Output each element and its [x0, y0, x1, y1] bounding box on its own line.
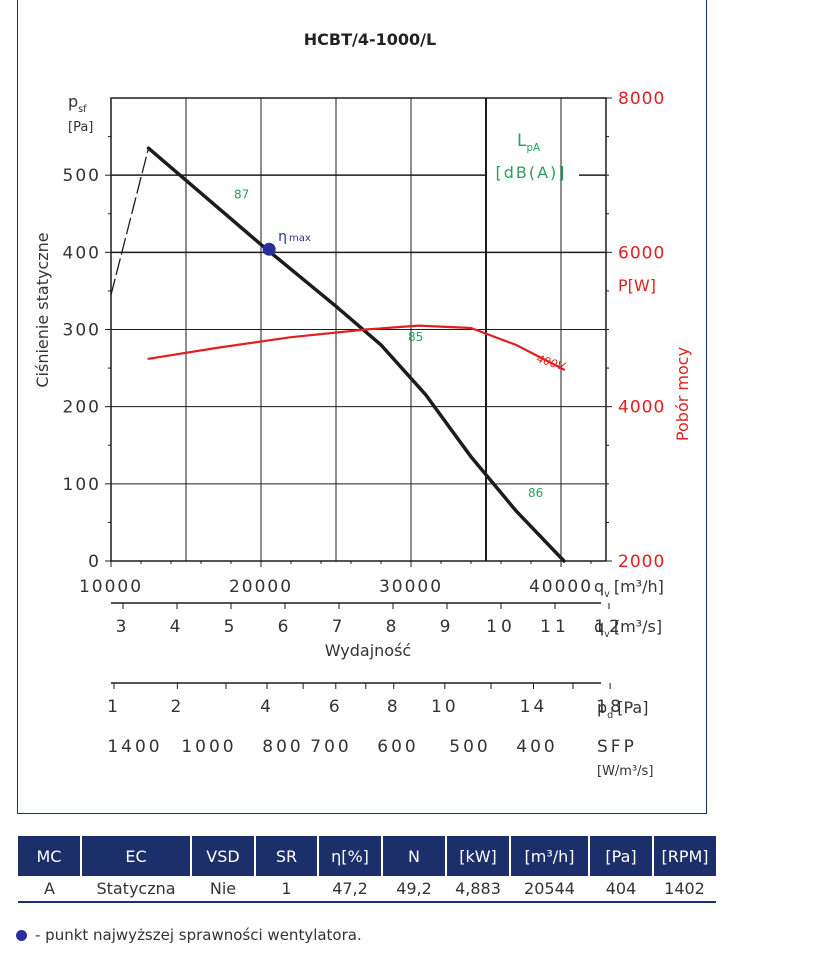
table-cell: A — [18, 876, 81, 903]
table-header-cell: MC — [18, 836, 82, 876]
axis-pd-label: 8 — [387, 697, 401, 717]
y2-tick-label: 4000 — [618, 398, 665, 418]
axis-ms-label: 5 — [224, 617, 239, 637]
power-curve — [147, 324, 566, 371]
y2-axis-title: Pobór mocy — [673, 347, 692, 441]
table-header-cell: N — [382, 836, 447, 876]
table-cell: 49,2 — [382, 876, 446, 903]
table-cell: 1402 — [653, 876, 716, 903]
axis-sfp-label: 1000 — [181, 737, 236, 757]
table-row: A Statyczna Nie 1 47,2 49,2 4,883 20544 404 1402 — [18, 876, 716, 903]
axis-ms-label: 9 — [440, 617, 455, 637]
axis-pd-label: 14 — [520, 697, 548, 717]
y-tick-label: 200 — [63, 398, 101, 418]
axis-sfp-label: 800 — [262, 737, 303, 757]
sound-level-label: 87 — [234, 187, 249, 201]
y-tick-label: 0 — [88, 552, 101, 572]
axes: 0 100 200 300 400 500 psf [Pa] Ciśnienie statycz… — [33, 89, 692, 779]
eta-max-label: η max — [278, 229, 311, 245]
stall-curve — [110, 147, 150, 296]
table-cell: 404 — [589, 876, 653, 903]
y-tick-label: 300 — [63, 321, 101, 341]
footnote: - punkt najwyższej sprawności wentylator… — [16, 926, 362, 944]
y2-tick-label: 8000 — [618, 89, 665, 109]
chart-frame: HCBT/4-1000/L 400V 87 85 86 η max 0 100 200 300 4… — [17, 0, 707, 814]
marks: 400V 87 85 86 η max — [110, 146, 568, 563]
eta-max-point — [262, 242, 276, 256]
y-axis-unit: [Pa] — [68, 120, 93, 135]
axis-sfp-label: 1400 — [107, 737, 162, 757]
axis-ms-label: 11 — [540, 617, 570, 637]
axis-ms-label: 12 — [594, 617, 624, 637]
x-tick-label: 10000 — [79, 577, 143, 597]
table-cell: 4,883 — [446, 876, 510, 903]
lpa-unit: [dB(A)] — [495, 163, 566, 182]
y2-tick-label: 6000 — [618, 243, 665, 263]
lpa-label: LpA — [517, 131, 540, 154]
sound-level-label: 86 — [528, 486, 543, 500]
axis-pd-label: 18 — [596, 697, 624, 717]
table-cell: 47,2 — [318, 876, 382, 903]
table-header-cell: η[%] — [318, 836, 383, 876]
y2-tick-label: 2000 — [618, 552, 665, 572]
x-axis-unit: qv [m³/h] — [594, 577, 664, 600]
table-header-cell: VSD — [191, 836, 256, 876]
table-header-cell: SR — [255, 836, 319, 876]
grid — [110, 97, 607, 562]
axis-pd-label: 6 — [329, 697, 343, 717]
axis-sfp-label: 500 — [449, 737, 490, 757]
axis-pd-label: 4 — [260, 697, 274, 717]
axis-pd-label: 10 — [431, 697, 459, 717]
axis-ms-label: 3 — [116, 617, 131, 637]
axis-pd-label: 1 — [107, 697, 121, 717]
axis-sfp-label: 600 — [377, 737, 418, 757]
axis-ms-label: 10 — [486, 617, 516, 637]
axis-ms-label: 6 — [278, 617, 293, 637]
x-tick-label: 20000 — [229, 577, 293, 597]
table-header-cell: [kW] — [446, 836, 511, 876]
axis-sfp-label: 400 — [516, 737, 557, 757]
power-series-label: 400V — [535, 352, 568, 374]
table-cell: Nie — [191, 876, 255, 903]
summary-table: MC EC VSD SR η[%] N [kW] [m³/h] [Pa] [RPM] A Staty… — [18, 836, 716, 903]
y-tick-label: 500 — [63, 166, 101, 186]
axis-sfp-unit: SFP — [597, 737, 637, 757]
chart-title: HCBT/4-1000/L — [304, 30, 436, 49]
axis-pd-unit: pd [Pa] — [597, 698, 648, 721]
axis-ms-label: 4 — [170, 617, 185, 637]
table-header-cell: [RPM] — [653, 836, 716, 876]
x-axis-title: Wydajność — [325, 641, 411, 660]
axis-ms-label: 8 — [386, 617, 401, 637]
y-axis-title: Ciśnienie statyczne — [33, 232, 52, 387]
table-cell: 1 — [255, 876, 318, 903]
table-cell: 20544 — [510, 876, 589, 903]
table-header-cell: [Pa] — [589, 836, 654, 876]
table-cell: Statyczna — [81, 876, 191, 903]
axis-ms-label: 7 — [332, 617, 347, 637]
y-tick-label: 100 — [63, 475, 101, 495]
eta-marker-icon — [16, 929, 27, 941]
footnote-text: - punkt najwyższej sprawności wentylator… — [35, 926, 362, 944]
y-axis-symbol: psf — [68, 92, 87, 115]
y2-axis-unit: P[W] — [618, 276, 656, 295]
table-header-cell: EC — [81, 836, 192, 876]
table-header-row: MC EC VSD SR η[%] N [kW] [m³/h] [Pa] [RPM] — [18, 836, 716, 876]
axis-sfp-unit-detail: [W/m³/s] — [597, 764, 653, 779]
axis-pd-label: 2 — [170, 697, 184, 717]
x-tick-label: 40000 — [529, 577, 593, 597]
axis-sfp-label: 700 — [310, 737, 351, 757]
sound-level-label: 85 — [408, 330, 423, 344]
x-tick-label: 30000 — [379, 577, 443, 597]
table-header-cell: [m³/h] — [510, 836, 590, 876]
pressure-curve — [146, 146, 566, 563]
y-tick-label: 400 — [63, 243, 101, 263]
axis-ms-unit: qv [m³/s] — [594, 617, 662, 640]
